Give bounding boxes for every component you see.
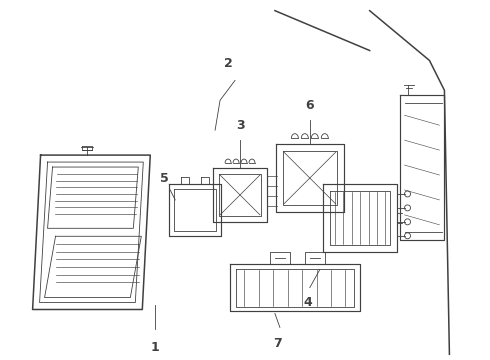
Text: 2: 2 [223,58,232,71]
Text: 3: 3 [236,119,245,132]
Text: 1: 1 [151,341,160,354]
Text: 4: 4 [303,296,312,309]
Text: 7: 7 [273,337,282,350]
Text: 6: 6 [305,99,314,112]
Text: 5: 5 [160,172,169,185]
